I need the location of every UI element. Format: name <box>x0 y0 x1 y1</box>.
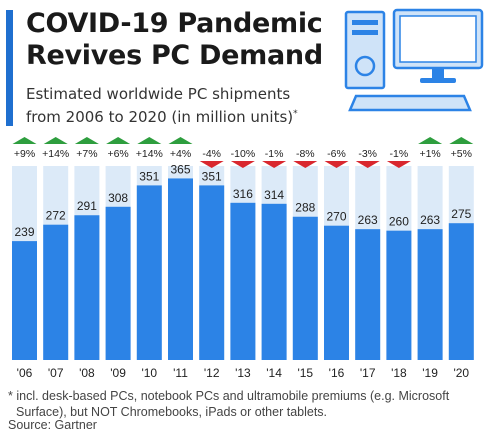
bar-13 <box>417 229 443 360</box>
x-tick-label-7: '13 <box>235 366 251 380</box>
value-label-6: 351 <box>202 169 222 183</box>
bar-10 <box>324 225 349 360</box>
footnote-line-1: * incl. desk-based PCs, notebook PCs and… <box>8 389 450 403</box>
up-arrow-icon <box>168 137 193 144</box>
footnote-line-2: Surface), but NOT Chromebooks, iPads or … <box>16 405 328 419</box>
value-label-1: 272 <box>46 209 66 223</box>
value-label-2: 291 <box>77 199 97 213</box>
value-label-7: 316 <box>233 187 253 201</box>
bar-2 <box>74 215 100 360</box>
value-label-11: 263 <box>358 213 378 227</box>
bar-12 <box>386 230 412 360</box>
down-arrow-icon <box>386 161 411 168</box>
title-line-2: Revives PC Demand <box>26 40 323 71</box>
up-arrow-icon <box>74 137 99 144</box>
bar-9 <box>292 216 318 360</box>
value-label-4: 351 <box>139 169 159 183</box>
bar-3 <box>105 206 131 360</box>
x-tick-label-3: '09 <box>110 366 126 380</box>
value-label-5: 365 <box>170 162 190 176</box>
change-label-12: -1% <box>390 148 409 160</box>
value-label-14: 275 <box>451 207 471 221</box>
x-tick-label-9: '15 <box>297 366 313 380</box>
x-tick-label-12: '18 <box>391 366 407 380</box>
footnote: * incl. desk-based PCs, notebook PCs and… <box>8 388 488 420</box>
change-label-2: +7% <box>76 148 97 160</box>
x-tick-label-8: '14 <box>266 366 282 380</box>
bar-11 <box>355 229 381 360</box>
change-label-14: +5% <box>451 148 472 160</box>
up-arrow-icon <box>12 137 37 144</box>
subtitle-line-2-text: from 2006 to 2020 (in million units) <box>26 108 294 126</box>
change-label-11: -3% <box>358 148 377 160</box>
value-label-10: 270 <box>326 210 346 224</box>
x-tick-label-13: '19 <box>422 366 438 380</box>
up-arrow-icon <box>449 137 474 144</box>
source-note: Source: Gartner <box>8 418 97 432</box>
bar-6 <box>199 185 225 360</box>
x-tick-label-0: '06 <box>17 366 33 380</box>
up-arrow-icon <box>137 137 162 144</box>
x-tick-label-11: '17 <box>360 366 376 380</box>
up-arrow-icon <box>106 137 131 144</box>
bar-0 <box>12 241 37 360</box>
change-label-7: -10% <box>231 148 256 160</box>
subtitle-line-1: Estimated worldwide PC shipments <box>26 85 291 103</box>
x-tick-label-4: '10 <box>141 366 157 380</box>
down-arrow-icon <box>355 161 380 168</box>
down-arrow-icon <box>293 161 318 168</box>
x-tick-label-1: '07 <box>48 366 64 380</box>
down-arrow-icon <box>324 161 349 168</box>
change-label-5: +4% <box>170 148 191 160</box>
change-label-1: +14% <box>42 148 69 160</box>
value-label-13: 263 <box>420 213 440 227</box>
subtitle-footnote-marker: * <box>293 109 298 119</box>
value-label-3: 308 <box>108 191 128 205</box>
x-tick-label-14: '20 <box>453 366 469 380</box>
page-title: COVID-19 Pandemic Revives PC Demand <box>26 8 326 72</box>
desktop-pc-icon <box>344 8 484 112</box>
down-arrow-icon <box>230 161 255 168</box>
x-tick-label-5: '11 <box>173 366 188 380</box>
down-arrow-icon <box>199 161 224 168</box>
title-accent-bar <box>6 10 13 126</box>
bar-8 <box>261 203 287 360</box>
change-label-6: -4% <box>202 148 221 160</box>
title-line-1: COVID-19 Pandemic <box>26 8 323 39</box>
change-label-4: +14% <box>136 148 163 160</box>
bar-4 <box>136 185 162 360</box>
x-tick-label-2: '08 <box>79 366 95 380</box>
value-label-8: 314 <box>264 188 284 202</box>
bar-7 <box>230 202 256 360</box>
bar-14 <box>448 223 474 360</box>
change-label-9: -8% <box>296 148 315 160</box>
pc-shipments-bar-chart: 239 +9% '06 272 +14% '07 291 +7% '08 308 +6% '09 351… <box>12 137 474 380</box>
change-label-8: -1% <box>265 148 284 160</box>
change-label-0: +9% <box>14 148 35 160</box>
change-label-3: +6% <box>107 148 128 160</box>
up-arrow-icon <box>418 137 443 144</box>
value-label-0: 239 <box>14 225 34 239</box>
value-label-12: 260 <box>389 215 409 229</box>
bar-5 <box>168 178 193 360</box>
down-arrow-icon <box>262 161 287 168</box>
value-label-9: 288 <box>295 201 315 215</box>
x-tick-label-10: '16 <box>329 366 345 380</box>
change-label-13: +1% <box>419 148 440 160</box>
subtitle: Estimated worldwide PC shipments from 20… <box>26 84 346 127</box>
up-arrow-icon <box>43 137 68 144</box>
change-label-10: -6% <box>327 148 346 160</box>
bar-1 <box>43 224 69 360</box>
x-tick-label-6: '12 <box>204 366 220 380</box>
subtitle-line-2: from 2006 to 2020 (in million units)* <box>26 104 346 127</box>
